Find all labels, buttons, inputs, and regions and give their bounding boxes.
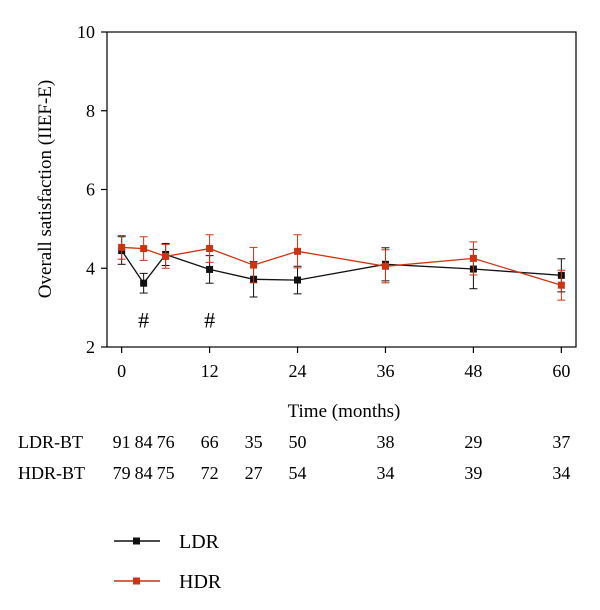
x-tick-label: 0 [117,361,126,381]
risk-cell: 34 [376,463,394,483]
legend: LDR HDR [114,531,222,593]
data-point [469,254,477,262]
plot-frame [106,31,577,348]
legend-label: HDR [179,571,222,593]
legend-swatch-marker [133,577,140,585]
y-tick-label: 6 [86,180,95,200]
significance-marker: # [138,307,149,332]
legend-item-hdr: HDR [114,571,222,593]
data-point [140,245,148,253]
legend-swatch-marker [133,537,140,545]
y-tick-label: 4 [86,258,95,278]
risk-cell: 66 [201,432,219,452]
y-tick-label: 10 [77,22,95,42]
data-point [206,265,214,273]
y-tick-label: 2 [86,337,95,357]
risk-cell: 39 [464,463,482,483]
legend-label: LDR [179,531,220,553]
x-tick-label: 36 [376,361,394,381]
legend-item-ldr: LDR [114,531,220,553]
data-point [557,281,565,289]
risk-cell: 76 [157,432,175,452]
x-tick-label: 60 [552,361,570,381]
risk-cell: 72 [201,463,219,483]
risk-cell: 75 [157,463,175,483]
risk-cell: 29 [464,432,482,452]
risk-cell: 84 [135,432,153,452]
risk-row-label: HDR-BT [18,463,85,483]
data-point [250,261,258,269]
data-point [206,245,214,253]
risk-cell: 27 [245,463,263,483]
x-axis-title: Time (months) [288,401,401,422]
risk-cell: 38 [376,432,394,452]
risk-cell: 54 [289,463,307,483]
series-line [121,250,562,285]
y-tick-label: 8 [86,101,95,121]
series-hdr [117,234,566,301]
risk-cell: 37 [552,432,570,452]
risk-cell: 84 [135,463,153,483]
series-layer [117,234,566,301]
series-line [121,246,562,286]
data-point [381,262,389,270]
data-point [294,276,302,284]
risk-cell: 79 [113,463,131,483]
risk-cell: 34 [552,463,570,483]
x-tick-label: 48 [464,361,482,381]
data-point [140,279,148,287]
data-point [294,247,302,255]
risk-row-label: LDR-BT [18,432,83,452]
risk-cell: 35 [245,432,263,452]
data-point [118,243,126,251]
risk-cell: 50 [289,432,307,452]
at-risk-table: LDR-BT 91 84 76 66 35 50 38 29 37 HDR-BT 79 84 75 72 27… [18,432,570,483]
data-point [162,252,170,260]
y-axis-title: Overall satisfaction (IIEF-E) [35,80,56,298]
x-tick-label: 12 [201,361,219,381]
x-tick-label: 24 [289,361,307,381]
series-ldr [117,236,566,298]
annotations: # # [138,307,215,332]
significance-marker: # [204,307,215,332]
risk-cell: 91 [113,432,131,452]
